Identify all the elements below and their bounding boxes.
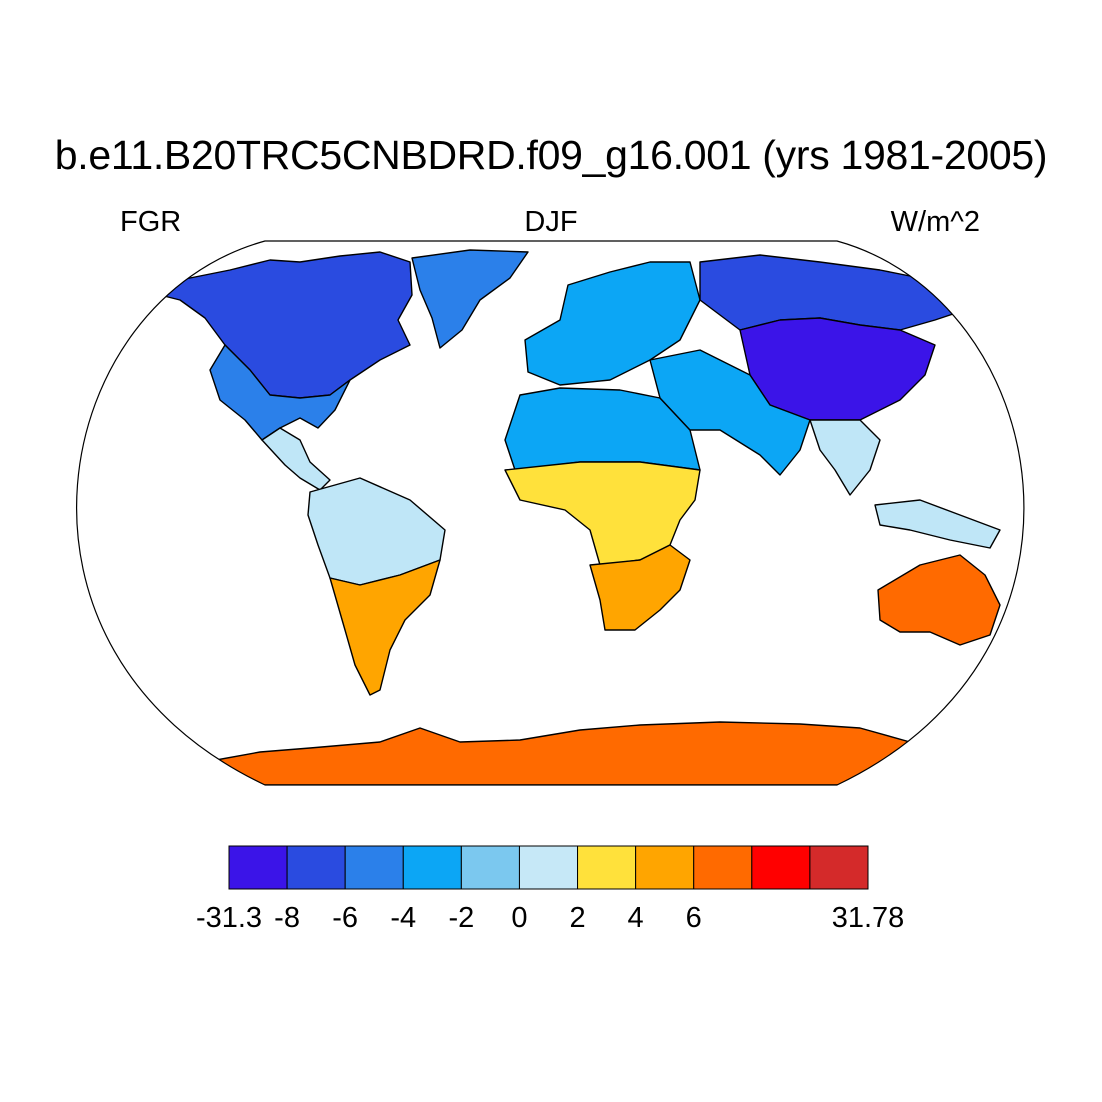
units-label: W/m^2: [890, 206, 980, 238]
land-greenland: [411, 249, 529, 349]
colorbar-label: 2: [569, 902, 586, 934]
colorbar: [228, 845, 869, 890]
colorbar-swatch: [809, 845, 869, 890]
colorbar-swatch: [751, 845, 811, 890]
colorbar-label: -4: [390, 902, 417, 934]
plot-title: b.e11.B20TRC5CNBDRD.f09_g16.001 (yrs 198…: [54, 132, 1048, 178]
land-southeast-asia: [809, 419, 1001, 549]
land-middle-east-india: [649, 349, 811, 476]
colorbar-label: 4: [627, 902, 644, 934]
colorbar-label: 31.78: [831, 902, 905, 934]
colorbar-swatch: [635, 845, 695, 890]
land-layer: [147, 249, 1001, 785]
colorbar-swatch: [402, 845, 462, 890]
season-label: DJF: [524, 206, 578, 238]
land-south-america-south: [329, 559, 441, 696]
variable-label: FGR: [120, 206, 182, 238]
land-antarctica: [204, 721, 911, 785]
colorbar-swatch: [518, 845, 579, 890]
colorbar-label: -31.3: [195, 902, 263, 934]
colorbar-swatch: [460, 845, 520, 890]
colorbar-swatch: [344, 845, 404, 890]
globe-outline: [75, 240, 1025, 786]
land-australia: [877, 554, 1001, 646]
colorbar-swatch: [693, 845, 753, 890]
land-asia-north: [699, 254, 966, 331]
land-southern-africa: [589, 544, 691, 631]
colorbar-swatch: [286, 845, 346, 890]
land-north-america-north: [147, 251, 413, 399]
colorbar-swatch: [577, 845, 637, 890]
colorbar-label: 6: [685, 902, 702, 934]
land-north-america-south: [209, 344, 351, 441]
colorbar-label: 0: [511, 902, 528, 934]
colorbar-swatch: [228, 845, 288, 890]
colorbar-label: -2: [448, 902, 475, 934]
land-central-america: [261, 427, 331, 491]
colorbar-label: -8: [274, 902, 300, 934]
colorbar-label: -6: [332, 902, 359, 934]
